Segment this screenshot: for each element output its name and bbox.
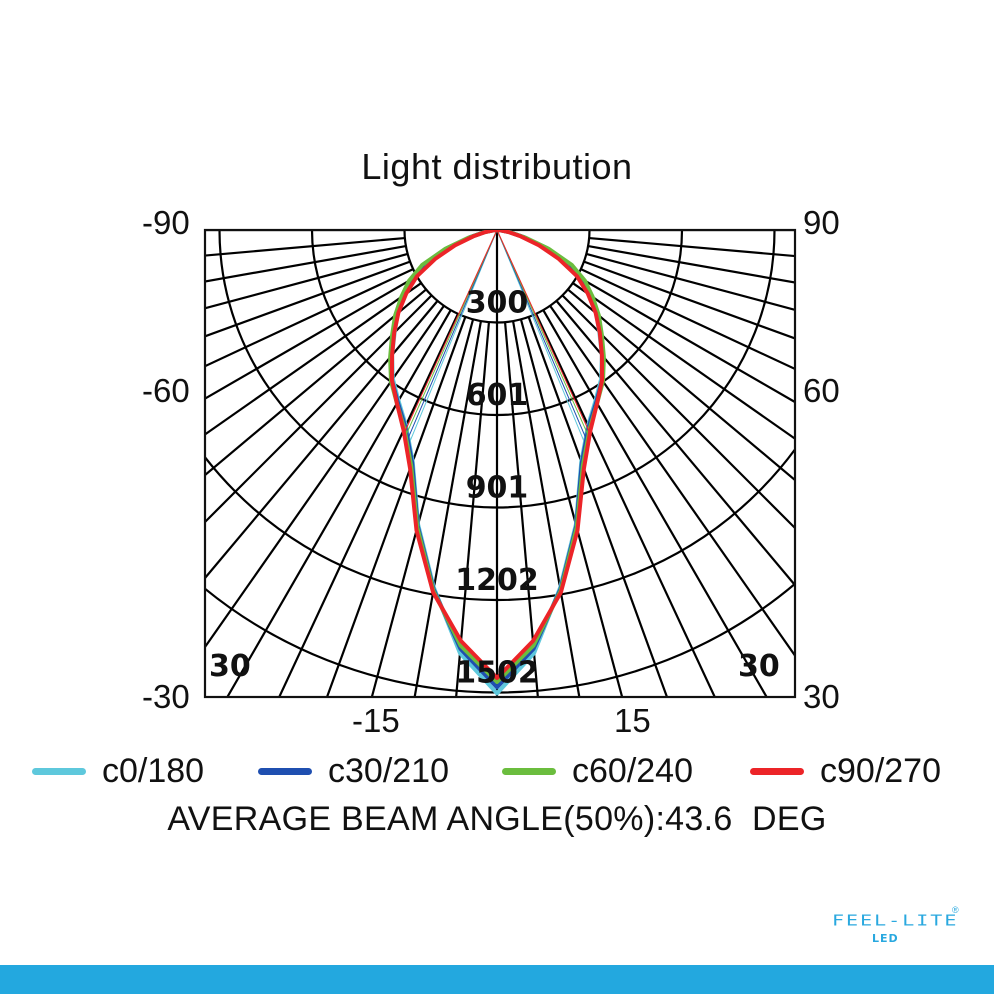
legend-item-c0: c0/180	[32, 752, 204, 791]
logo-subtext: LED	[872, 932, 899, 945]
legend-swatch-c0	[32, 768, 86, 775]
beam-angle-line	[496, 230, 586, 445]
legend-label-c0: c0/180	[102, 752, 205, 790]
legend-label-c30: c30/210	[328, 752, 449, 790]
legend-item-c30: c30/210	[258, 752, 449, 791]
bottom-axis-label-left: -15	[352, 702, 400, 739]
bottom-axis-label-right: 15	[614, 702, 651, 739]
beam-angle-line	[408, 230, 498, 445]
beam-angle-line	[496, 230, 591, 434]
right-axis-label-bottom: 30	[803, 678, 840, 715]
ring-labels: 300 601 901 1202 1502	[455, 286, 539, 691]
legend-item-c90: c90/270	[750, 752, 941, 791]
beam-angle-line	[496, 230, 588, 441]
legend-label-c60: c60/240	[572, 752, 693, 790]
ring-label: 300	[466, 286, 529, 321]
beam-angle-text: AVERAGE BEAM ANGLE(50%):43.6 DEG	[167, 800, 827, 838]
footer-bar	[0, 965, 994, 994]
beam-angle-line	[406, 230, 498, 441]
right-axis-label-mid: 60	[803, 372, 840, 409]
inner-corner-label-left: 30	[209, 649, 251, 684]
chart-legend: c0/180 c30/210 c60/240 c90/270	[0, 752, 994, 792]
ring-label: 901	[466, 471, 529, 506]
beam-angle-line	[403, 230, 498, 434]
chart-title: Light distribution	[361, 146, 633, 187]
left-axis-label-top: -90	[142, 204, 190, 241]
inner-corner-label-right: 30	[738, 649, 780, 684]
legend-label-c90: c90/270	[820, 752, 941, 790]
ring-label: 1202	[455, 563, 539, 598]
left-axis-label-bottom: -30	[142, 678, 190, 715]
ring-label: 1502	[455, 656, 539, 691]
registered-mark-icon: ®	[952, 905, 959, 915]
left-axis-label-mid: -60	[142, 372, 190, 409]
ring-label: 601	[466, 378, 529, 413]
curve-c60-240	[388, 230, 606, 684]
logo-wordmark: FEEL-LITE	[832, 911, 959, 929]
intensity-curves	[388, 230, 606, 696]
curve-c90-270	[389, 230, 605, 680]
brand-logo: FEEL-LITE LED ®	[830, 905, 960, 955]
legend-item-c60: c60/240	[502, 752, 693, 791]
legend-swatch-c30	[258, 768, 312, 775]
legend-swatch-c90	[750, 768, 804, 775]
legend-swatch-c60	[502, 768, 556, 775]
right-axis-label-top: 90	[803, 204, 840, 241]
